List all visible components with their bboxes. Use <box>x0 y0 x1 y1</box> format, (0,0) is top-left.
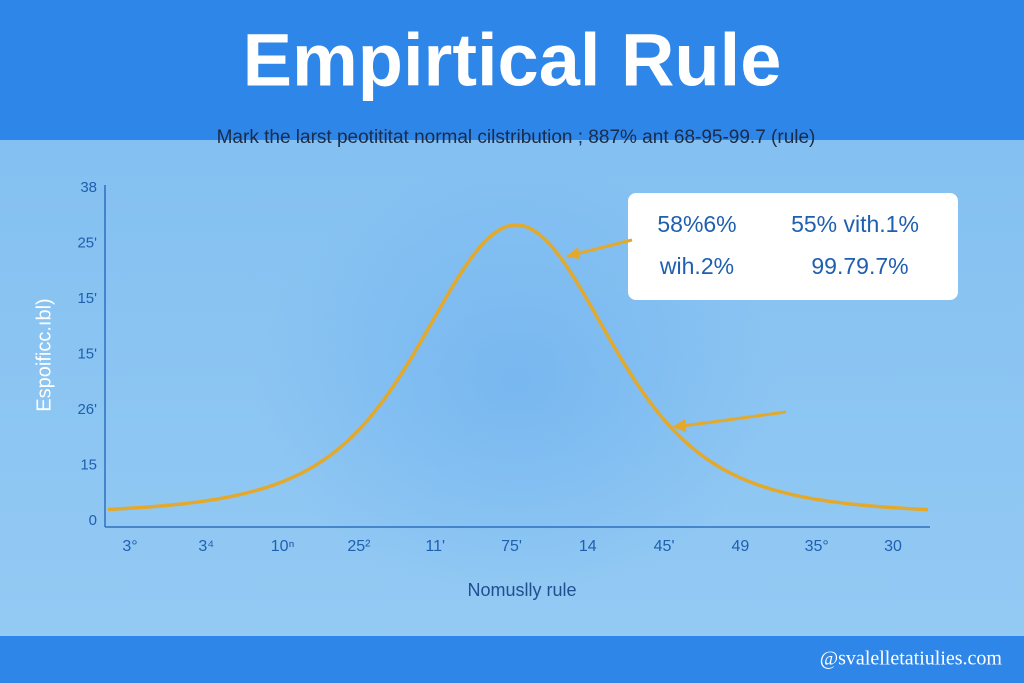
y-axis-label: 15 <box>80 456 97 473</box>
y-axis-label: 25' <box>77 234 97 251</box>
header-band <box>0 0 1024 140</box>
x-axis-label: 10ⁿ <box>271 538 295 555</box>
y-axis-label: 26' <box>77 401 97 418</box>
callout-box <box>628 193 958 300</box>
arrow <box>674 410 787 429</box>
callout-text: wih.2% <box>659 253 734 279</box>
y-axis-label: 15' <box>77 345 97 362</box>
x-axis-label: 49 <box>732 538 750 555</box>
arrow-head <box>566 247 580 259</box>
arrow-head <box>672 419 686 432</box>
bell-curve <box>107 223 929 512</box>
x-axis-label: 14 <box>579 538 597 555</box>
x-axis-label: 75' <box>501 538 522 555</box>
x-axis-label: 30 <box>884 538 902 555</box>
callout-text: 99.79.7% <box>811 253 908 279</box>
title: Empirtical Rule <box>243 19 782 102</box>
x-axis-label: 3° <box>122 538 137 555</box>
y-axis-title: Espoificc.ıbl) <box>33 298 55 411</box>
callout-text: 58%6% <box>657 211 736 237</box>
x-axis-label: 45' <box>654 538 675 555</box>
x-axis-label: 3⁴ <box>198 538 214 555</box>
y-axis-label: 15' <box>77 290 97 307</box>
footer-credit: @svalelletatiulies.com <box>820 648 1003 670</box>
x-axis-label: 11' <box>425 538 445 555</box>
y-axis-label: 0 <box>89 512 97 529</box>
x-axis-label: 25² <box>347 538 371 555</box>
subtitle: Mark the larst peotititat normal cilstri… <box>217 127 816 148</box>
y-axis-label: 38 <box>80 179 97 196</box>
x-axis-label: 35° <box>805 538 829 555</box>
callout-text: 55% vith.1% <box>791 211 919 237</box>
plot: Espoificc.ıbl) Nomuslly rule <box>33 185 958 600</box>
footer-band <box>0 636 1024 683</box>
x-axis-title: Nomuslly rule <box>467 580 576 600</box>
